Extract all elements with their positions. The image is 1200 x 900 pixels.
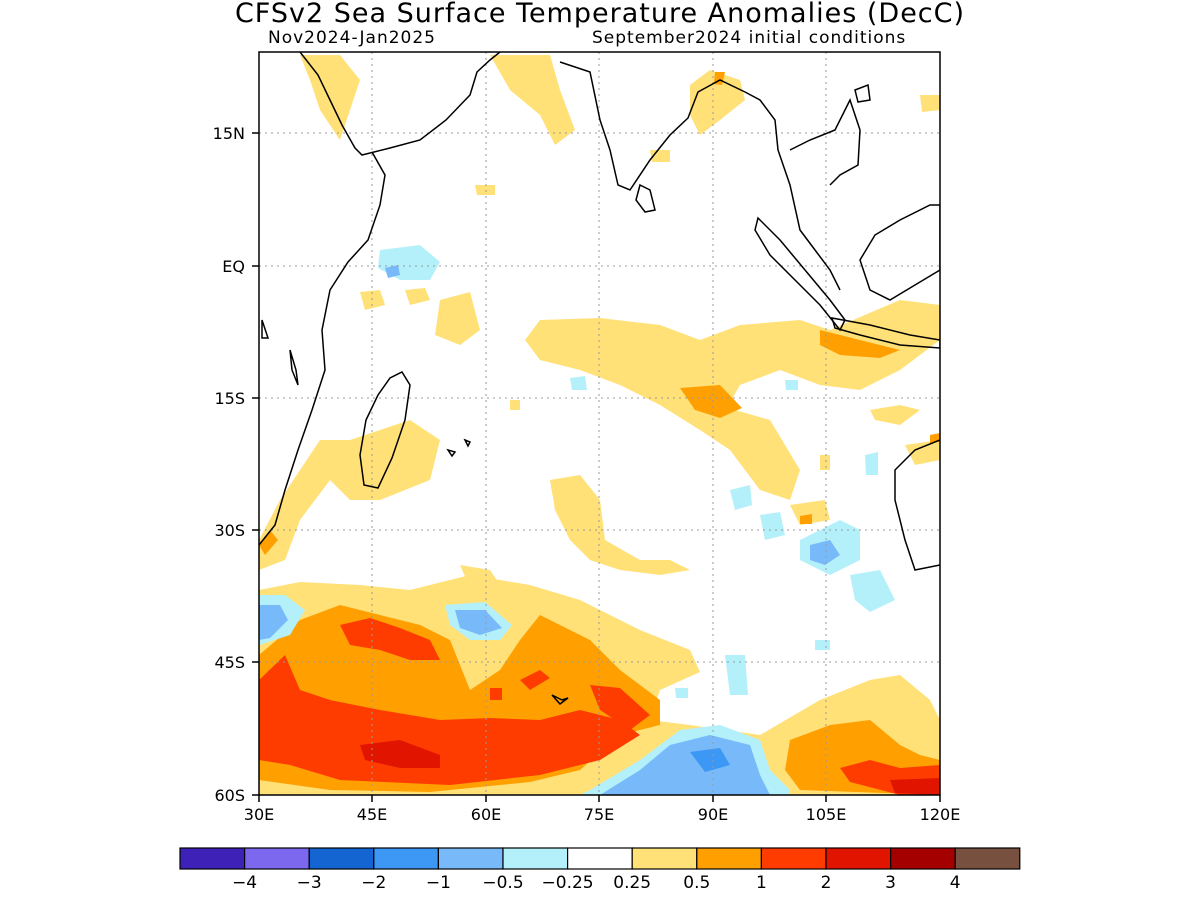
colorbar-label: 0.25	[613, 873, 651, 893]
colorbar-label: −3	[297, 873, 322, 893]
colorbar-swatch	[631, 847, 698, 870]
chart-title: CFSv2 Sea Surface Temperature Anomalies …	[234, 0, 966, 29]
forecast-period: Nov2024-Jan2025	[268, 28, 436, 48]
colorbar-swatch	[373, 847, 439, 870]
x-tick-label: 90E	[698, 805, 728, 824]
anomaly-neg0p5-neg1	[259, 265, 840, 795]
anomaly-fields	[259, 55, 940, 795]
anomaly-neg1-neg2	[690, 748, 730, 772]
colorbar-swatch	[244, 847, 310, 870]
y-tick-label: 15S	[214, 389, 245, 408]
colorbar-label: −1	[426, 873, 451, 893]
colorbar-label: −0.25	[542, 873, 594, 893]
x-tick-label: 105E	[806, 805, 847, 824]
colorbar-swatch	[308, 847, 375, 870]
initial-conditions: September2024 initial conditions	[592, 28, 907, 48]
y-tick-label: 45S	[214, 653, 245, 672]
colorbar-swatch	[502, 847, 569, 870]
y-tick-label: 15N	[213, 124, 245, 143]
colorbar-swatch	[179, 847, 246, 870]
colorbar-swatch	[760, 847, 827, 870]
colorbar-label: 4	[950, 873, 961, 893]
colorbar-label: 1	[756, 873, 767, 893]
x-tick-label: 75E	[584, 805, 614, 824]
map-gridlines	[259, 52, 940, 795]
y-tick-label: 30S	[214, 521, 245, 540]
x-tick-label: 120E	[920, 805, 961, 824]
y-tick-label: 60S	[214, 786, 245, 805]
colorbar-label: −2	[361, 873, 386, 893]
colorbar-swatch	[696, 847, 762, 870]
colorbar-label: −4	[232, 873, 257, 893]
x-tick-label: 30E	[244, 805, 274, 824]
colorbar-label: 0.5	[683, 873, 710, 893]
anomaly-2-3	[360, 740, 940, 795]
colorbar-swatch	[437, 847, 504, 870]
coastlines	[259, 52, 940, 706]
colorbar-swatch	[889, 847, 956, 870]
y-tick-label: EQ	[222, 257, 245, 276]
x-tick-label: 60E	[471, 805, 501, 824]
colorbar-label: −0.5	[482, 873, 523, 893]
colorbar-label: 2	[821, 873, 832, 893]
colorbar-label: 3	[885, 873, 896, 893]
colorbar-swatch	[566, 847, 633, 870]
axis-ticks	[252, 132, 941, 802]
colorbar-swatch	[954, 847, 1021, 870]
x-tick-label: 45E	[357, 805, 387, 824]
colorbar: −4 −3 −2 −1 −0.5 −0.25 0.25 0.5 1 2 3 4	[179, 847, 1021, 893]
colorbar-swatch	[825, 847, 892, 870]
